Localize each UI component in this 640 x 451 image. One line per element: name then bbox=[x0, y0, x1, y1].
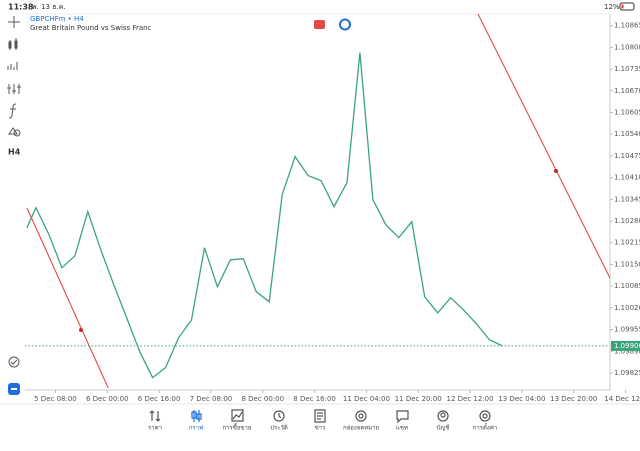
x-tick-label: 8 Dec 16:00 bbox=[293, 395, 336, 403]
tab-label[interactable]: กราฟ bbox=[189, 425, 203, 432]
candles-tool[interactable] bbox=[8, 38, 18, 50]
tab-label[interactable]: ประวัติ bbox=[270, 425, 288, 432]
x-tick-label: 11 Dec 04:00 bbox=[343, 395, 390, 403]
timeframe[interactable]: H4 bbox=[8, 148, 21, 157]
tab-icon bbox=[479, 410, 491, 422]
tab-label[interactable]: ข่าว bbox=[315, 425, 326, 432]
tab-icon bbox=[396, 410, 409, 424]
x-tick-label: 6 Dec 16:00 bbox=[138, 395, 181, 403]
indicators-tool[interactable] bbox=[7, 84, 21, 94]
y-tick-label: 1.09890 bbox=[614, 347, 640, 355]
tab-label[interactable]: ราคา bbox=[148, 425, 162, 432]
tab-icon bbox=[191, 410, 202, 422]
tab-icon bbox=[273, 410, 285, 422]
objects-tool[interactable] bbox=[8, 103, 17, 119]
bars-tool[interactable] bbox=[7, 62, 18, 70]
tab-label[interactable]: กล่องจดหมาย bbox=[343, 425, 379, 432]
status-date: พ. 13 ธ.ค. bbox=[32, 3, 66, 11]
shapes-tool[interactable] bbox=[8, 127, 21, 137]
battery-icon bbox=[619, 2, 635, 11]
y-tick-label: 1.10670 bbox=[614, 87, 640, 95]
x-tick-label: 13 Dec 04:00 bbox=[498, 395, 545, 403]
tab-label[interactable]: การตั้งค่า bbox=[473, 422, 497, 432]
toolbar bbox=[7, 16, 21, 368]
sell-button[interactable] bbox=[314, 20, 325, 29]
y-tick-label: 1.10475 bbox=[614, 152, 640, 160]
tab-icon bbox=[231, 409, 244, 422]
battery-level bbox=[621, 4, 624, 9]
y-tick-label: 1.10150 bbox=[614, 260, 640, 268]
tab-label[interactable]: บัญชี bbox=[437, 424, 450, 432]
y-tick-label: 1.10345 bbox=[614, 195, 640, 203]
x-tick-label: 8 Dec 00:00 bbox=[241, 395, 284, 403]
tab-icons bbox=[149, 409, 491, 424]
x-tick-label: 6 Dec 00:00 bbox=[86, 395, 129, 403]
trend-line-handle[interactable] bbox=[79, 328, 83, 332]
y-tick-label: 1.10605 bbox=[614, 109, 640, 117]
x-tick-label: 5 Dec 08:00 bbox=[34, 395, 77, 403]
trend-line-handle[interactable] bbox=[554, 169, 558, 173]
tab-icon bbox=[149, 410, 161, 422]
x-tick-label: 14 Dec 12:0 bbox=[604, 395, 640, 403]
tab-label[interactable]: แชท bbox=[396, 425, 408, 432]
y-tick-label: 1.10540 bbox=[614, 130, 640, 138]
x-tick-label: 12 Dec 12:00 bbox=[447, 395, 494, 403]
drawings-tool[interactable] bbox=[8, 356, 20, 368]
current-price-label: 1.09906 bbox=[614, 342, 640, 350]
tab-label[interactable]: การซื้อขาย bbox=[223, 422, 252, 432]
x-tick-label: 7 Dec 08:00 bbox=[190, 395, 233, 403]
trend-line[interactable] bbox=[477, 14, 612, 282]
y-tick-label: 1.10865 bbox=[614, 22, 640, 30]
symbol-description: Great Britain Pound vs Swiss Franc bbox=[30, 24, 152, 32]
y-tick-label: 1.10800 bbox=[614, 43, 640, 51]
current-price-tag bbox=[611, 340, 640, 351]
crosshair-tool[interactable] bbox=[8, 16, 20, 28]
symbol[interactable]: GBPCHFm • H4 bbox=[30, 15, 84, 23]
y-tick-label: 1.10280 bbox=[614, 217, 640, 225]
x-tick-label: 13 Dec 20:00 bbox=[550, 395, 597, 403]
tab-icon bbox=[355, 410, 367, 422]
price-line bbox=[26, 52, 503, 379]
y-tick-label: 1.10085 bbox=[614, 282, 640, 290]
tab-icon bbox=[314, 409, 326, 423]
status-battery: 12% bbox=[604, 3, 620, 11]
y-tick-label: 1.10735 bbox=[614, 65, 640, 73]
y-tick-label: 1.10215 bbox=[614, 239, 640, 247]
tab-icon bbox=[437, 410, 449, 422]
status-time: 11:38 bbox=[8, 3, 34, 12]
trend-line[interactable] bbox=[26, 207, 110, 392]
y-tick-label: 1.10020 bbox=[614, 304, 640, 312]
x-tick-label: 11 Dec 20:00 bbox=[395, 395, 442, 403]
y-tick-label: 1.10410 bbox=[614, 174, 640, 182]
y-tick-label: 1.09955 bbox=[614, 326, 640, 334]
buy-button[interactable] bbox=[339, 18, 351, 31]
